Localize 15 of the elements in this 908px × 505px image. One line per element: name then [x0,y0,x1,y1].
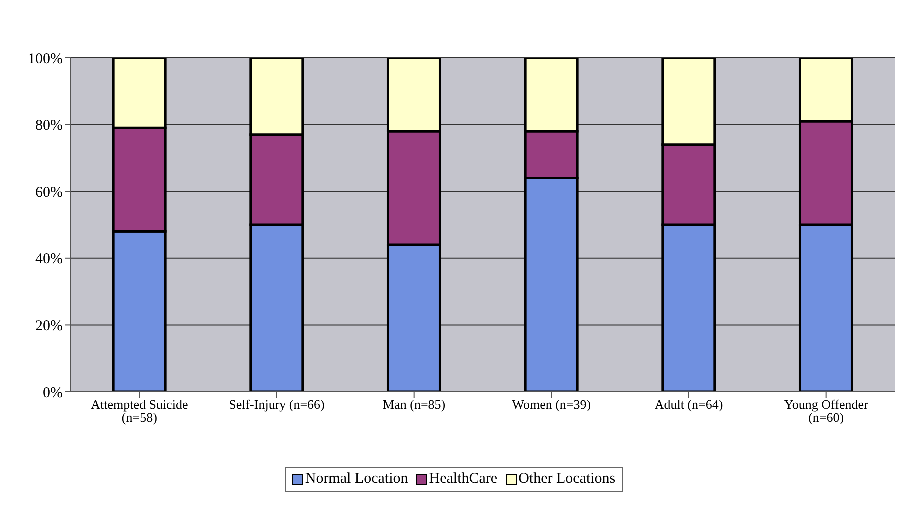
y-tick-label: 60% [36,184,63,201]
legend-label: HealthCare [428,471,498,488]
x-tick-label: Attempted Suicide (n=58) [91,397,188,426]
legend-label: Other Locations [518,471,616,488]
y-tick-label: 40% [36,252,63,268]
x-tick-label: Man (n=85) [383,397,446,412]
y-tick-label: 0% [43,385,63,402]
y-tick-label: 20% [36,318,63,335]
legend-label: Normal Location [304,471,408,488]
y-tick-label: 80% [36,118,63,134]
x-tick-label: Young Offender (n=60) [784,397,870,426]
x-tick-label: Self-Injury (n=66) [229,397,325,412]
x-tick-label: Adult (n=64) [654,397,724,412]
y-tick-label: 100% [28,51,63,68]
x-tick-label: Women (n=39) [512,397,592,412]
